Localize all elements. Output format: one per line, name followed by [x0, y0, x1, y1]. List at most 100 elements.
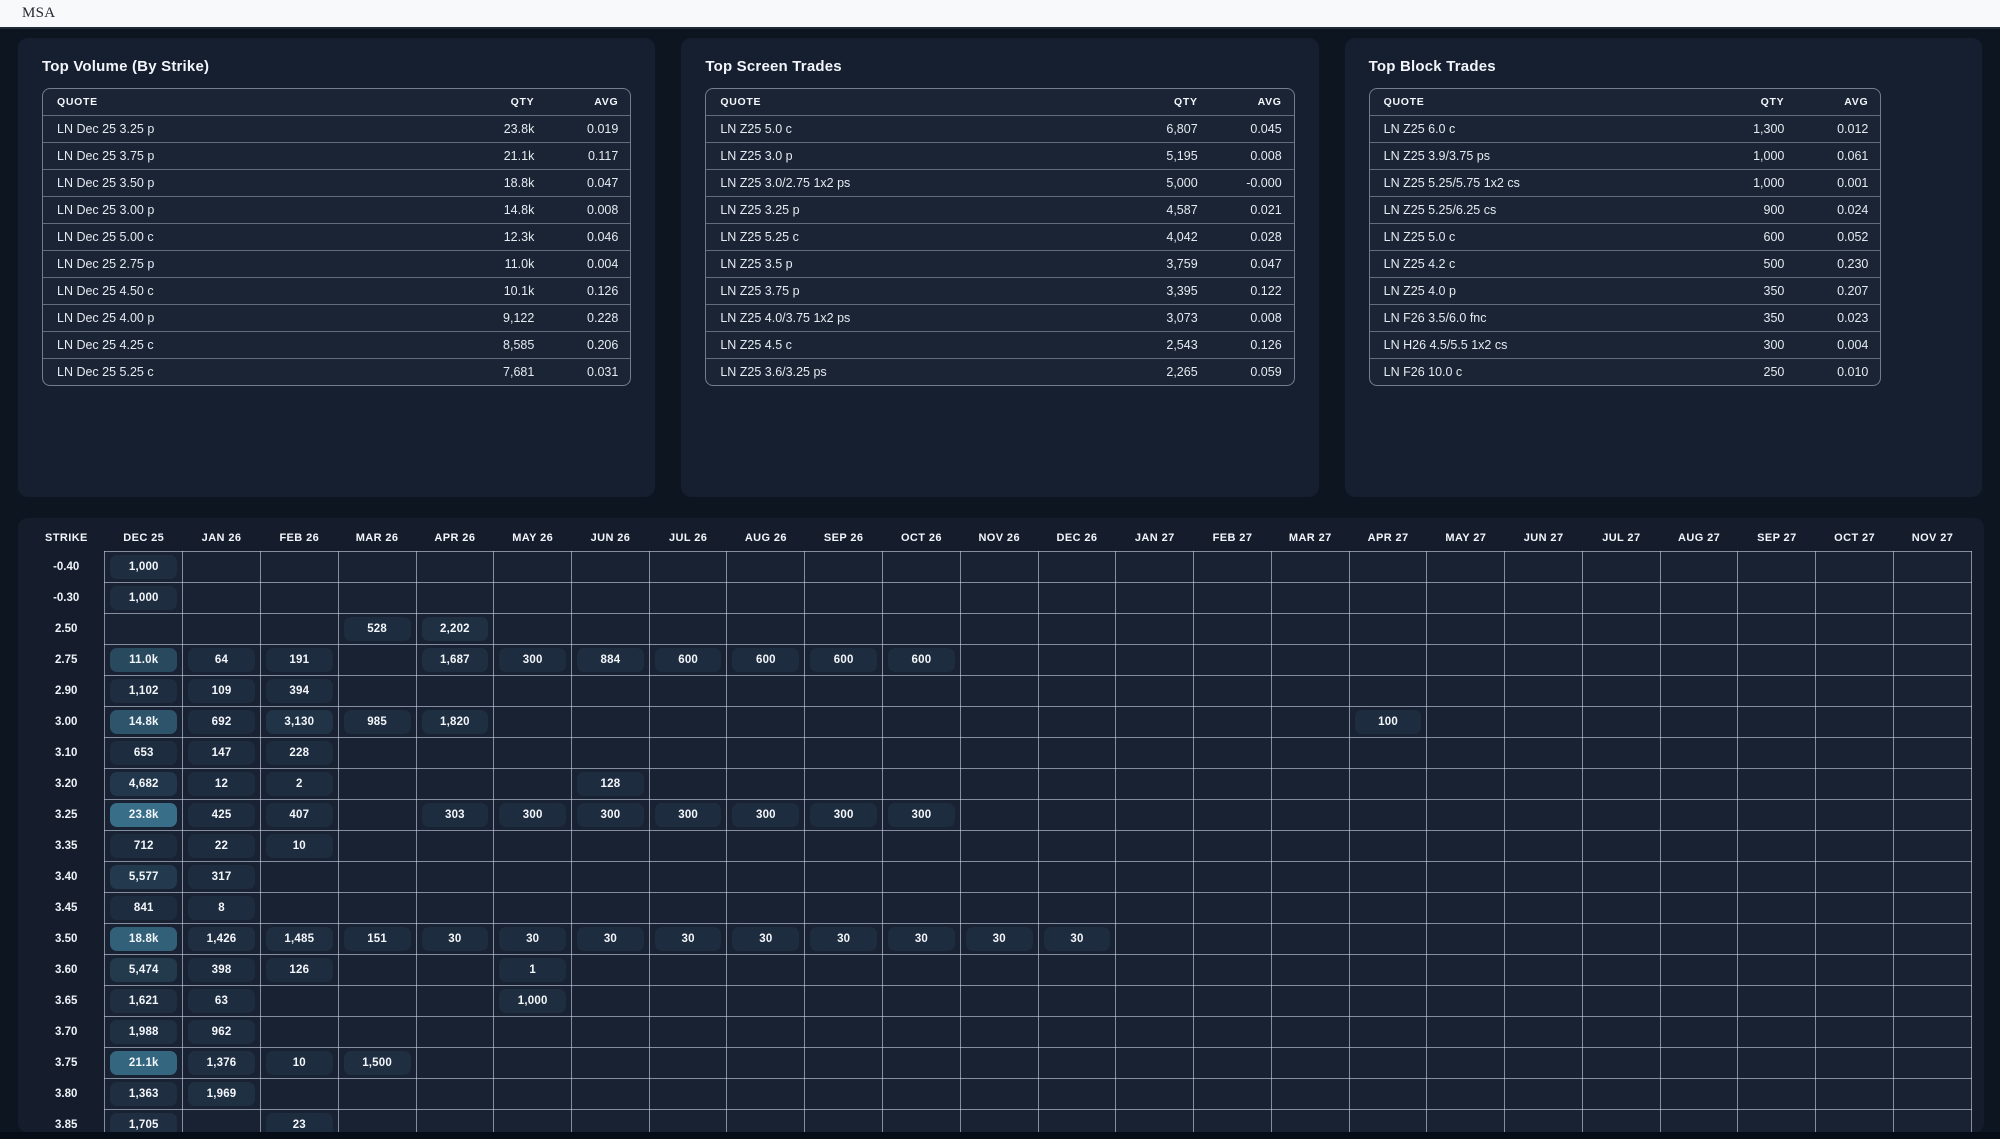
matrix-volume-pill[interactable]: 128: [577, 771, 644, 796]
quote-row[interactable]: LN Z25 3.0/2.75 1x2 ps 5,000 -0.000: [706, 169, 1294, 196]
quote-row[interactable]: LN Z25 5.25/6.25 cs 900 0.024: [1369, 196, 1881, 223]
quote-row[interactable]: LN Dec 25 3.50 p 18.8k 0.047: [43, 169, 631, 196]
matrix-volume-pill[interactable]: 64: [188, 647, 255, 672]
matrix-volume-pill[interactable]: 100: [1354, 709, 1422, 734]
matrix-volume-pill[interactable]: 4,682: [110, 771, 178, 796]
quote-row[interactable]: LN Z25 4.2 c 500 0.230: [1369, 250, 1881, 277]
quote-row[interactable]: LN Z25 3.5 p 3,759 0.047: [706, 250, 1294, 277]
quote-row[interactable]: LN Dec 25 3.25 p 23.8k 0.019: [43, 115, 631, 142]
matrix-volume-pill[interactable]: 600: [810, 647, 878, 672]
matrix-volume-pill[interactable]: 30: [577, 926, 644, 951]
quote-row[interactable]: LN Z25 4.5 c 2,543 0.126: [706, 331, 1294, 358]
matrix-volume-pill[interactable]: 692: [188, 709, 255, 734]
quote-row[interactable]: LN Z25 5.0 c 600 0.052: [1369, 223, 1881, 250]
quote-row[interactable]: LN Dec 25 3.75 p 21.1k 0.117: [43, 142, 631, 169]
quote-row[interactable]: LN F26 10.0 c 250 0.010: [1369, 358, 1881, 385]
matrix-volume-pill[interactable]: 1,705: [110, 1112, 178, 1133]
matrix-volume-pill[interactable]: 394: [265, 678, 333, 703]
matrix-volume-pill[interactable]: 1,376: [188, 1050, 255, 1075]
matrix-volume-pill[interactable]: 300: [499, 647, 567, 672]
matrix-volume-pill[interactable]: 11.0k: [110, 647, 178, 672]
matrix-volume-pill[interactable]: 653: [110, 740, 178, 765]
matrix-volume-pill[interactable]: 5,474: [110, 957, 178, 982]
matrix-volume-pill[interactable]: 300: [654, 802, 722, 827]
matrix-volume-pill[interactable]: 300: [732, 802, 800, 827]
matrix-volume-pill[interactable]: 300: [810, 802, 878, 827]
matrix-volume-pill[interactable]: 22: [188, 833, 255, 858]
matrix-volume-pill[interactable]: 1,621: [110, 988, 178, 1013]
matrix-volume-pill[interactable]: 1,500: [343, 1050, 411, 1075]
matrix-volume-pill[interactable]: 1,000: [499, 988, 567, 1013]
matrix-volume-pill[interactable]: 303: [421, 802, 489, 827]
quote-row[interactable]: LN F26 3.5/6.0 fnc 350 0.023: [1369, 304, 1881, 331]
matrix-volume-pill[interactable]: 14.8k: [110, 709, 178, 734]
matrix-volume-pill[interactable]: 1,687: [421, 647, 489, 672]
matrix-volume-pill[interactable]: 126: [265, 957, 333, 982]
matrix-volume-pill[interactable]: 1,969: [188, 1081, 255, 1106]
quote-row[interactable]: LN Dec 25 4.00 p 9,122 0.228: [43, 304, 631, 331]
quote-row[interactable]: LN Z25 3.0 p 5,195 0.008: [706, 142, 1294, 169]
matrix-volume-pill[interactable]: 528: [343, 616, 411, 641]
matrix-volume-pill[interactable]: 425: [188, 802, 255, 827]
matrix-volume-pill[interactable]: 600: [654, 647, 722, 672]
matrix-volume-pill[interactable]: 63: [188, 988, 255, 1013]
matrix-volume-pill[interactable]: 407: [265, 802, 333, 827]
matrix-volume-pill[interactable]: 18.8k: [110, 926, 178, 951]
matrix-volume-pill[interactable]: 962: [188, 1019, 255, 1044]
quote-row[interactable]: LN Z25 4.0 p 350 0.207: [1369, 277, 1881, 304]
quote-row[interactable]: LN Z25 3.25 p 4,587 0.021: [706, 196, 1294, 223]
matrix-volume-pill[interactable]: 10: [265, 1050, 333, 1075]
matrix-volume-pill[interactable]: 1,485: [265, 926, 333, 951]
matrix-volume-pill[interactable]: 985: [343, 709, 411, 734]
matrix-volume-pill[interactable]: 109: [188, 678, 255, 703]
matrix-volume-pill[interactable]: 300: [499, 802, 567, 827]
matrix-volume-pill[interactable]: 1: [499, 957, 567, 982]
quote-row[interactable]: LN Dec 25 4.50 c 10.1k 0.126: [43, 277, 631, 304]
matrix-volume-pill[interactable]: 30: [810, 926, 878, 951]
matrix-volume-pill[interactable]: 228: [265, 740, 333, 765]
matrix-volume-pill[interactable]: 317: [188, 864, 255, 889]
matrix-volume-pill[interactable]: 8: [188, 895, 255, 920]
matrix-volume-pill[interactable]: 1,426: [188, 926, 255, 951]
matrix-volume-pill[interactable]: 300: [888, 802, 955, 827]
matrix-volume-pill[interactable]: 300: [577, 802, 644, 827]
matrix-volume-pill[interactable]: 1,000: [110, 585, 178, 610]
matrix-volume-pill[interactable]: 1,102: [110, 678, 178, 703]
quote-row[interactable]: LN Z25 6.0 c 1,300 0.012: [1369, 115, 1881, 142]
matrix-volume-pill[interactable]: 600: [732, 647, 800, 672]
matrix-volume-pill[interactable]: 147: [188, 740, 255, 765]
matrix-volume-pill[interactable]: 23: [265, 1112, 333, 1133]
matrix-volume-pill[interactable]: 1,820: [421, 709, 489, 734]
matrix-volume-pill[interactable]: 10: [265, 833, 333, 858]
matrix-volume-pill[interactable]: 30: [732, 926, 800, 951]
quote-row[interactable]: LN H26 4.5/5.5 1x2 cs 300 0.004: [1369, 331, 1881, 358]
matrix-volume-pill[interactable]: 712: [110, 833, 178, 858]
quote-row[interactable]: LN Z25 5.25 c 4,042 0.028: [706, 223, 1294, 250]
matrix-volume-pill[interactable]: 151: [343, 926, 411, 951]
matrix-volume-pill[interactable]: 841: [110, 895, 178, 920]
matrix-volume-pill[interactable]: 2,202: [421, 616, 489, 641]
quote-row[interactable]: LN Z25 3.75 p 3,395 0.122: [706, 277, 1294, 304]
matrix-volume-pill[interactable]: 30: [1043, 926, 1111, 951]
matrix-volume-pill[interactable]: 30: [421, 926, 489, 951]
matrix-volume-pill[interactable]: 600: [888, 647, 955, 672]
matrix-volume-pill[interactable]: 398: [188, 957, 255, 982]
matrix-volume-pill[interactable]: 1,988: [110, 1019, 178, 1044]
matrix-volume-pill[interactable]: 30: [654, 926, 722, 951]
quote-row[interactable]: LN Z25 3.9/3.75 ps 1,000 0.061: [1369, 142, 1881, 169]
quote-row[interactable]: LN Dec 25 3.00 p 14.8k 0.008: [43, 196, 631, 223]
matrix-volume-pill[interactable]: 3,130: [265, 709, 333, 734]
quote-row[interactable]: LN Dec 25 5.00 c 12.3k 0.046: [43, 223, 631, 250]
quote-row[interactable]: LN Z25 3.6/3.25 ps 2,265 0.059: [706, 358, 1294, 385]
matrix-volume-pill[interactable]: 2: [265, 771, 333, 796]
matrix-volume-pill[interactable]: 30: [965, 926, 1033, 951]
matrix-volume-pill[interactable]: 12: [188, 771, 255, 796]
quote-row[interactable]: LN Dec 25 5.25 c 7,681 0.031: [43, 358, 631, 385]
quote-row[interactable]: LN Z25 4.0/3.75 1x2 ps 3,073 0.008: [706, 304, 1294, 331]
matrix-volume-pill[interactable]: 191: [265, 647, 333, 672]
matrix-volume-pill[interactable]: 21.1k: [110, 1050, 178, 1075]
matrix-volume-pill[interactable]: 30: [888, 926, 955, 951]
quote-row[interactable]: LN Z25 5.25/5.75 1x2 cs 1,000 0.001: [1369, 169, 1881, 196]
matrix-volume-pill[interactable]: 23.8k: [110, 802, 178, 827]
quote-row[interactable]: LN Dec 25 2.75 p 11.0k 0.004: [43, 250, 631, 277]
